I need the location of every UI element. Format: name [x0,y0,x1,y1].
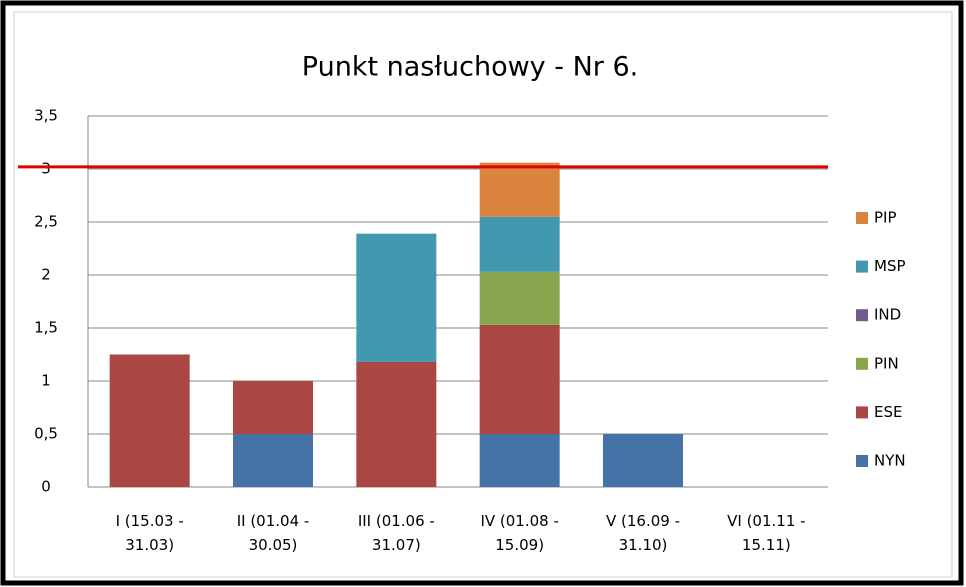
x-tick-label: I (15.03 -31.03) [116,512,184,554]
chart-title: Punkt nasłuchowy - Nr 6. [302,52,638,83]
bar-segment [356,361,437,487]
y-tick-label: 0,5 [34,425,58,443]
legend-swatch [856,455,868,467]
legend-swatch [856,260,868,273]
chart-area [13,11,953,578]
x-tick-label: IV (01.08 -15.09) [480,512,558,554]
bar-segment [233,381,313,434]
legend-label: IND [874,306,901,324]
bar-segment [479,434,560,487]
legend-swatch [856,212,868,224]
legend-label: MSP [874,257,906,275]
y-tick-label: 3 [41,160,51,178]
bar-segment [356,233,437,362]
bar-segment [109,354,190,487]
x-tick-label: III (01.06 -31.07) [358,512,435,554]
legend-label: ESE [874,403,902,421]
legend-swatch [856,309,868,322]
y-tick-label: 2,5 [34,213,58,231]
legend-swatch [856,406,868,419]
bar-segment [479,162,560,217]
bar-segment [479,324,560,434]
bar-segment [479,271,560,325]
x-tick-label: II (01.04 -30.05) [237,512,310,554]
y-tick-label: 1 [41,372,51,390]
y-tick-label: 2 [41,266,51,284]
y-tick-label: 3,5 [34,107,58,125]
legend-label: NYN [874,452,906,470]
bar-segment [233,434,313,487]
legend-swatch [856,357,868,370]
y-tick-label: 1,5 [34,319,58,337]
legend-label: PIP [874,209,897,227]
bar-segment [603,434,683,487]
y-tick-label: 0 [41,478,51,496]
x-tick-label: VI (01.11 -15.11) [727,512,805,554]
bar-segment [479,216,560,272]
legend-label: PIN [874,354,899,372]
x-tick-label: V (16.09 -31.10) [606,512,680,554]
